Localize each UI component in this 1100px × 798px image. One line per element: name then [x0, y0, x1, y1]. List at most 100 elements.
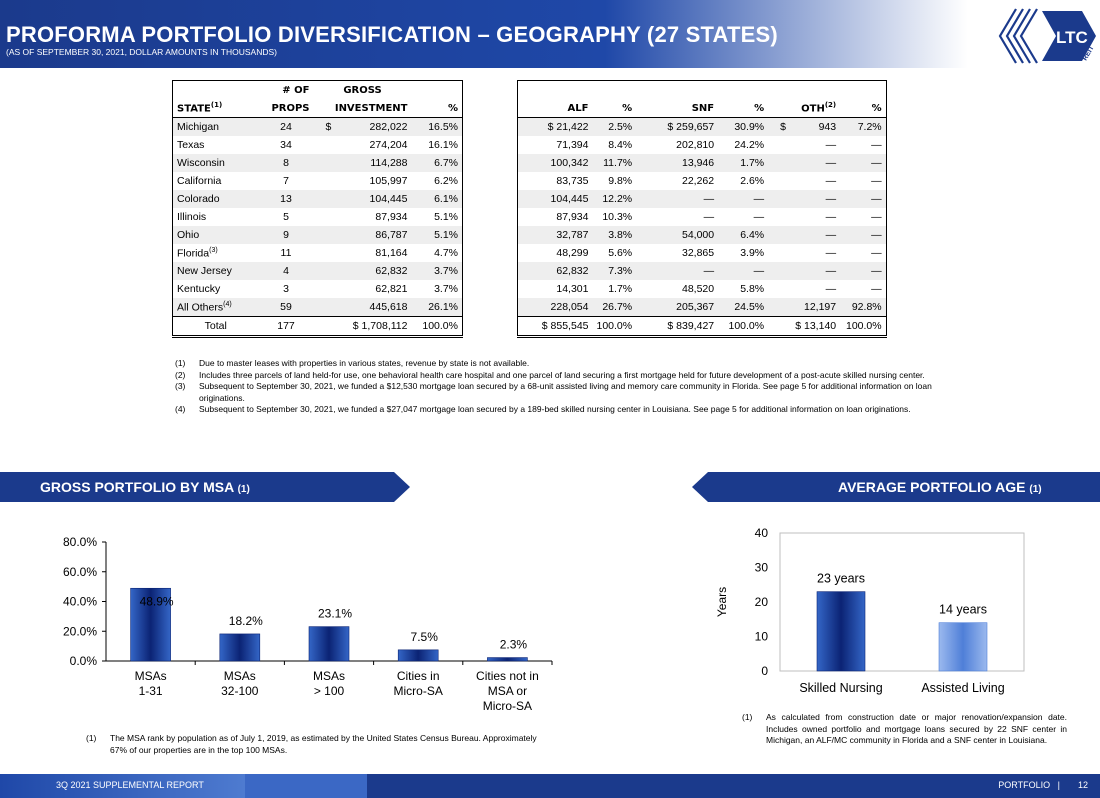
cell-snf: 32,865: [682, 247, 715, 259]
cell-oth: —: [768, 154, 841, 172]
y-tick-label: 10: [755, 630, 769, 644]
cell-alf-pct: 7.3%: [592, 262, 637, 280]
cell-alf: 71,394: [517, 136, 593, 154]
cell-investment: 105,997: [369, 175, 408, 187]
cell-props: 11: [280, 247, 292, 259]
page-footer: 3Q 2021 SUPPLEMENTAL REPORT PORTFOLIO | …: [0, 774, 1100, 798]
y-tick-label: 30: [755, 561, 769, 575]
footnote-age: (1) As calculated from construction date …: [742, 712, 1067, 745]
bar-label: 7.5%: [411, 630, 439, 644]
x-tick-label: 1-31: [139, 684, 163, 698]
y-tick-label: 20: [755, 595, 769, 609]
section-title-age: AVERAGE PORTFOLIO AGE: [838, 479, 1026, 495]
cell-oth: —: [825, 283, 837, 295]
cell-alf-pct: 12.2%: [592, 190, 637, 208]
plot-frame: [779, 532, 1025, 672]
cell-oth: —: [768, 190, 841, 208]
header-snf: SNF: [636, 99, 719, 118]
cell-alf-pct: 8.4%: [608, 139, 633, 151]
cell-oth-pct: —: [840, 280, 887, 298]
cell-pct: 5.1%: [411, 226, 463, 244]
cell-alf-pct: 3.8%: [592, 226, 637, 244]
cell-snf: 205,367: [636, 298, 719, 317]
cell-snf: —: [636, 262, 719, 280]
cell-pct: 6.1%: [411, 190, 463, 208]
x-tick-label: Micro-SA: [483, 699, 532, 713]
bar: [219, 633, 261, 662]
cell-snf: —: [636, 190, 719, 208]
cell-state: All Others(4): [172, 298, 259, 317]
cell-total-label: Total: [172, 316, 259, 338]
cell-state: Colorado: [172, 190, 259, 208]
cell-alf: 14,301: [517, 280, 593, 298]
cell-state: Kentucky: [172, 280, 259, 298]
cell-alf-pct: 5.6%: [608, 247, 633, 259]
cell-pct: 3.7%: [411, 280, 463, 298]
cell-pct: 16.5%: [411, 117, 463, 136]
cell-snf-pct: 6.4%: [718, 226, 769, 244]
cell-pct: 3.7%: [411, 262, 463, 280]
cell-oth-pct: 92.8%: [840, 298, 887, 317]
cell-oth-pct: —: [840, 136, 887, 154]
cell-pct: 6.7%: [411, 154, 463, 172]
cell-oth: —: [768, 262, 841, 280]
cell-snf-pct: 1.7%: [718, 154, 769, 172]
cell-total-snf: $ 839,427: [636, 316, 719, 338]
header-oth-pct: %: [840, 99, 887, 118]
table-row: All Others(4) 59 445,618 26.1% 228,054 26.7% 2…: [172, 298, 887, 317]
note-item: (2) Includes three parcels of land held-f…: [175, 369, 925, 380]
table-total-row: Total 177 $ 1,708,112 100.0% $ 855,545 100.0%…: [172, 316, 887, 338]
cell-props: 13: [258, 190, 314, 208]
footer-section: PORTFOLIO: [998, 780, 1051, 790]
cell-snf-pct: 24.2%: [734, 139, 765, 151]
cell-total-alf-pct: 100.0%: [592, 316, 637, 338]
note-item: (4) Subsequent to September 30, 2021, we …: [175, 404, 911, 414]
x-tick-label: Assisted Living: [921, 681, 1004, 695]
cell-total-alf: $ 855,545: [517, 316, 593, 338]
cell-alf: 48,299: [517, 244, 593, 262]
table-row: Colorado 13 104,445 6.1% 104,445 12.2% — — — —: [172, 190, 887, 208]
cell-oth-pct: —: [840, 154, 887, 172]
cell-alf: 228,054: [517, 298, 593, 317]
cell-oth-pct: 7.2%: [840, 117, 887, 136]
cell-alf: 32,787: [517, 226, 593, 244]
cell-snf-pct: —: [718, 190, 769, 208]
msa-chart: 80.0% 60.0% 40.0% 20.0% 0.0% 48.9% MSAs 1-31 18.…: [40, 528, 580, 728]
cell-snf: 202,810: [676, 139, 715, 151]
cell-snf: 54,000: [636, 226, 719, 244]
cell-total-investment: $ 1,708,112: [313, 316, 412, 338]
header-snf-pct: %: [718, 99, 769, 118]
cell-props: 5: [283, 211, 289, 223]
cell-props: 4: [258, 262, 314, 280]
header-investment: INVESTMENT: [313, 99, 412, 118]
table-row: Illinois 5 87,934 5.1% 87,934 10.3% — — — —: [172, 208, 887, 226]
cell-snf: 13,946: [636, 154, 719, 172]
cell-oth-pct: —: [840, 172, 887, 190]
x-tick-label: 32-100: [221, 684, 259, 698]
section-title-msa: GROSS PORTFOLIO BY MSA: [40, 479, 234, 495]
cell-investment: 87,934: [375, 211, 408, 223]
cell-investment: 274,204: [369, 139, 408, 151]
table-row: California 7 105,997 6.2% 83,735 9.8% 22,262 2.…: [172, 172, 887, 190]
cell-snf-pct: —: [718, 262, 769, 280]
bar: [938, 622, 988, 672]
cell-alf-pct: 10.3%: [602, 211, 633, 223]
section-band-msa: GROSS PORTFOLIO BY MSA (1): [0, 472, 410, 502]
bar-label: 18.2%: [229, 614, 263, 628]
cell-oth: —: [825, 247, 837, 259]
bar: [397, 649, 439, 662]
cell-state: Michigan: [172, 117, 259, 136]
logo-text: LTC: [1056, 28, 1088, 47]
note-item: (3) Subsequent to September 30, 2021, we …: [175, 381, 932, 403]
cell-state: Florida(3): [172, 244, 259, 262]
bar-label: 14 years: [939, 603, 987, 617]
cell-oth: $943: [768, 117, 841, 136]
table-row: New Jersey 4 62,832 3.7% 62,832 7.3% — — — —: [172, 262, 887, 280]
msa-chart-svg: 80.0%60.0%40.0%20.0%0.0%48.9%MSAs1-3118.…: [63, 535, 553, 713]
table-row: Texas 34 274,204 16.1% 71,394 8.4% 202,810 24.2…: [172, 136, 887, 154]
y-tick-label: 40.0%: [63, 595, 97, 609]
cell-snf-pct: 30.9%: [718, 117, 769, 136]
cell-total-oth: $ 13,140: [768, 316, 841, 338]
header-alf: ALF: [517, 99, 593, 118]
cell-oth-pct: —: [840, 262, 887, 280]
